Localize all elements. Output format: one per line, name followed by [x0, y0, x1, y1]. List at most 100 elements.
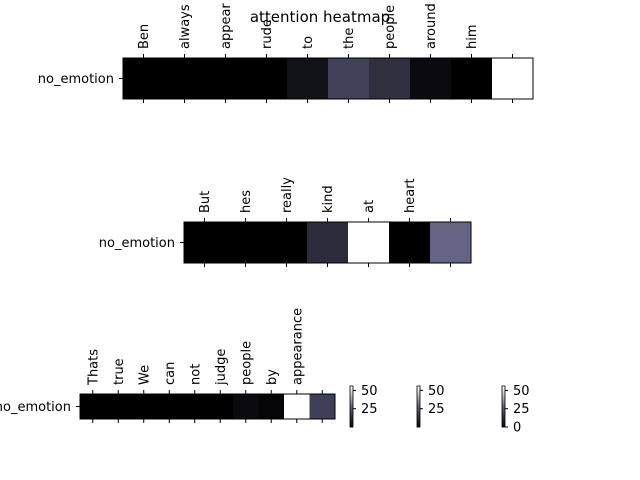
colorbar-segment — [350, 396, 353, 399]
heatmap-2: no_emotion But hes really kind at heart — [99, 177, 472, 267]
token-label: not — [188, 364, 203, 385]
heatmap-cell — [369, 58, 411, 99]
colorbar-tick-label: 25 — [513, 402, 530, 417]
row-label: no_emotion — [38, 72, 114, 87]
colorbar-segment — [350, 414, 353, 418]
colorbar-segment — [417, 396, 420, 399]
colorbar-segment — [417, 422, 420, 426]
heatmap-cell — [184, 222, 226, 263]
heatmap-cell — [430, 222, 472, 263]
colorbar-segment — [502, 396, 505, 399]
token-label: judge — [214, 349, 229, 386]
heatmap-cell — [207, 394, 234, 419]
colorbar-segment — [502, 424, 505, 428]
heatmap-cell — [284, 394, 310, 419]
colorbar-segment — [350, 386, 353, 389]
colorbar-segment — [350, 408, 353, 411]
colorbar-segment — [502, 390, 505, 393]
colorbar-segment — [417, 414, 420, 418]
heatmap-cell — [156, 394, 183, 419]
colorbar-segment — [417, 386, 420, 389]
colorbar-segment — [502, 400, 505, 403]
colorbar-segment — [350, 392, 353, 395]
token-label: rude — [260, 19, 275, 49]
token-label: heart — [403, 178, 418, 213]
heatmap-cell — [246, 58, 288, 99]
token-label: Thats — [86, 349, 101, 386]
colorbar-tick-label: 25 — [361, 402, 378, 417]
token-label: We — [137, 365, 152, 385]
colorbar-segment — [350, 388, 353, 391]
token-label: him — [465, 24, 480, 49]
token-label: people — [383, 5, 398, 49]
token-label: people — [239, 341, 254, 385]
token-label: true — [112, 358, 127, 385]
colorbar-segment — [350, 400, 353, 403]
colorbar-tick-label: 50 — [361, 384, 378, 399]
token-label: can — [163, 362, 178, 385]
colorbar-segment — [417, 416, 420, 420]
colorbar-segment — [417, 392, 420, 395]
token-label: Ben — [137, 24, 152, 49]
heatmap-cell — [105, 394, 132, 419]
heatmap-cell — [389, 222, 431, 263]
heatmap-cell — [410, 58, 452, 99]
colorbar-segment — [502, 392, 505, 395]
token-label: at — [362, 200, 377, 213]
colorbar-segment — [417, 406, 420, 409]
token-label: by — [265, 369, 280, 385]
colorbar-segment — [502, 406, 505, 409]
colorbar-segment — [350, 406, 353, 409]
token-label: But — [198, 191, 213, 213]
heatmap-cell — [205, 58, 247, 99]
token-label: always — [178, 4, 193, 49]
colorbar-segment — [502, 408, 505, 411]
colorbar-segment — [350, 398, 353, 401]
colorbar-segment — [502, 410, 505, 413]
chart-title: attention heatmap — [250, 8, 390, 26]
heatmap-1: no_emotion Ben always appear rude to the people… — [38, 3, 534, 103]
heatmap-cell — [287, 58, 329, 99]
heatmap-cell — [164, 58, 206, 99]
colorbar-segment — [350, 412, 353, 415]
heatmap-cell — [131, 394, 157, 419]
colorbar-segment — [417, 410, 420, 413]
colorbar-segment — [417, 412, 420, 415]
heatmap-cell — [225, 222, 267, 263]
colorbar-segment — [502, 388, 505, 391]
heatmap-cell — [307, 222, 349, 263]
heatmap-cell — [266, 222, 308, 263]
heatmap-cell — [80, 394, 106, 419]
colorbar-segment — [502, 414, 505, 418]
colorbar-segment — [350, 424, 353, 428]
token-label: the — [342, 28, 357, 49]
heatmap-cell — [492, 58, 534, 99]
colorbar-segment — [502, 398, 505, 401]
colorbar-segment — [502, 394, 505, 397]
colorbar-tick-label: 0 — [513, 421, 521, 436]
colorbar-3: 0 25 50 — [501, 384, 530, 436]
colorbar-segment — [417, 404, 420, 407]
heatmap-cell — [309, 394, 336, 419]
colorbar-segment — [350, 416, 353, 420]
colorbar-tick-label: 50 — [428, 384, 445, 399]
colorbar-segment — [502, 412, 505, 415]
colorbar-segment — [417, 388, 420, 391]
row-label: no_emotion — [0, 400, 71, 415]
colorbar-segment — [417, 402, 420, 405]
heatmap-cell — [182, 394, 208, 419]
colorbar-segment — [350, 420, 353, 424]
token-label: really — [280, 177, 295, 213]
token-label: to — [301, 36, 316, 49]
colorbar-segment — [350, 390, 353, 393]
colorbar-segment — [502, 420, 505, 424]
heatmap-cell — [328, 58, 370, 99]
colorbar-segment — [417, 424, 420, 428]
token-label: appearance — [290, 308, 305, 385]
colorbar-frame — [349, 385, 354, 428]
colorbar-segment — [350, 422, 353, 426]
token-label: appear — [219, 3, 234, 49]
colorbar-segment — [417, 394, 420, 397]
